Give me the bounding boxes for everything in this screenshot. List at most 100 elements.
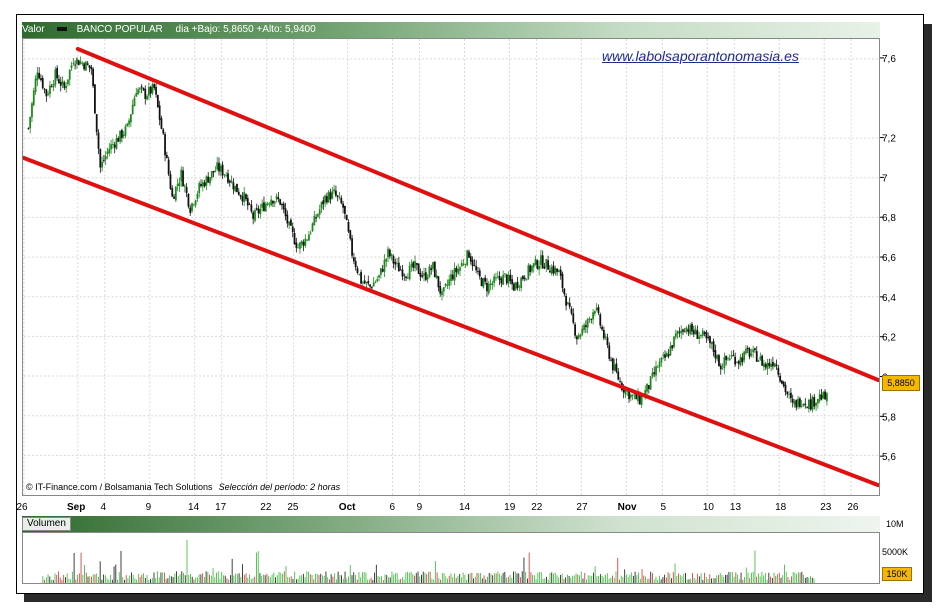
candle-body	[351, 238, 353, 256]
candle-body	[189, 207, 192, 213]
candle-body	[682, 329, 684, 332]
candle-body	[486, 282, 488, 292]
candle-body	[714, 350, 717, 359]
candle-body	[336, 195, 339, 197]
candle-body	[261, 203, 264, 208]
candle-body	[27, 127, 30, 129]
candle-body	[178, 182, 181, 187]
candle-body	[752, 349, 755, 353]
candle-body	[689, 325, 692, 335]
candle-body	[511, 279, 514, 285]
candle-body	[595, 307, 598, 311]
candle-body	[297, 247, 300, 249]
candle-body	[779, 375, 782, 382]
source-credit: © IT-Finance.com / Bolsamania Tech Solut…	[26, 482, 213, 492]
candle-body	[257, 208, 260, 214]
candle-body	[119, 130, 121, 142]
candle-body	[649, 376, 652, 390]
candle-body	[736, 362, 738, 364]
candle-body	[687, 329, 690, 333]
candle-body	[164, 134, 166, 156]
candle-body	[58, 79, 60, 84]
candle-body	[498, 275, 501, 280]
candle-body	[549, 270, 551, 273]
candle-body	[701, 330, 704, 336]
candle-body	[473, 264, 476, 266]
candle-body	[590, 319, 593, 321]
candle-body	[469, 256, 472, 262]
candle-body	[113, 144, 116, 148]
footer-note: © IT-Finance.com / Bolsamania Tech Solut…	[26, 482, 340, 492]
candle-body	[270, 199, 273, 206]
candle-body	[798, 398, 801, 407]
candle-body	[273, 201, 276, 204]
candle-body	[540, 255, 542, 265]
candle-body	[232, 182, 235, 190]
candle-body	[527, 265, 530, 279]
candle-body	[196, 193, 199, 199]
candle-body	[424, 272, 427, 280]
candle-body	[221, 164, 224, 176]
candle-body	[554, 267, 557, 274]
candle-body	[748, 348, 751, 357]
chart-header: Valor BANCO POPULAR dia +Bajo: 5,8650 +Al…	[22, 22, 880, 38]
candle-body	[153, 83, 156, 88]
candle-body	[513, 283, 515, 291]
candle-body	[804, 403, 807, 405]
candle-body	[460, 263, 463, 267]
candle-body	[430, 268, 433, 270]
candle-body	[295, 242, 298, 248]
candle-body	[552, 265, 555, 274]
candle-body	[570, 308, 573, 314]
candle-body	[241, 196, 244, 202]
candle-body	[383, 259, 386, 272]
volume-title: Volumen	[22, 517, 71, 531]
candle-body	[622, 388, 625, 393]
candle-body	[709, 336, 711, 344]
candle-body	[629, 394, 632, 398]
candle-body	[802, 403, 805, 406]
candle-body	[572, 313, 575, 323]
candle-body	[487, 283, 490, 294]
candle-body	[784, 384, 787, 393]
candle-body	[653, 372, 656, 375]
candle-body	[825, 393, 828, 402]
candle-body	[719, 365, 722, 370]
candle-body	[703, 332, 706, 334]
candle-body	[637, 393, 639, 402]
candle-body	[212, 170, 215, 173]
candle-body	[495, 277, 497, 279]
candle-body	[209, 177, 211, 184]
candle-body	[103, 160, 105, 161]
candle-body	[192, 204, 195, 206]
candle-body	[138, 88, 141, 90]
candle-body	[349, 230, 352, 239]
candle-body	[167, 159, 170, 175]
candle-body	[50, 86, 53, 88]
candle-body	[399, 269, 402, 271]
candle-body	[773, 363, 776, 367]
candle-body	[254, 210, 256, 221]
candle-body	[387, 248, 389, 258]
candle-body	[374, 281, 377, 283]
candle-body	[372, 282, 375, 287]
candle-body	[606, 337, 609, 346]
candle-body	[282, 203, 285, 210]
candle-body	[41, 78, 44, 89]
candle-body	[482, 278, 485, 288]
candle-body	[635, 393, 638, 400]
candle-body	[79, 61, 82, 64]
candle-body	[667, 354, 670, 357]
candle-body	[326, 196, 328, 203]
candle-body	[475, 266, 478, 271]
candle-body	[491, 283, 494, 286]
candle-body	[453, 268, 456, 281]
candle-body	[800, 405, 803, 407]
series-label: Valor	[22, 24, 45, 35]
watermark-link[interactable]: www.labolsaporantonomasia.es	[602, 48, 799, 64]
channel-upper-line	[75, 46, 879, 382]
candle-body	[34, 78, 37, 93]
candle-body	[277, 197, 280, 200]
candle-body	[363, 280, 366, 284]
candle-body	[401, 269, 404, 277]
